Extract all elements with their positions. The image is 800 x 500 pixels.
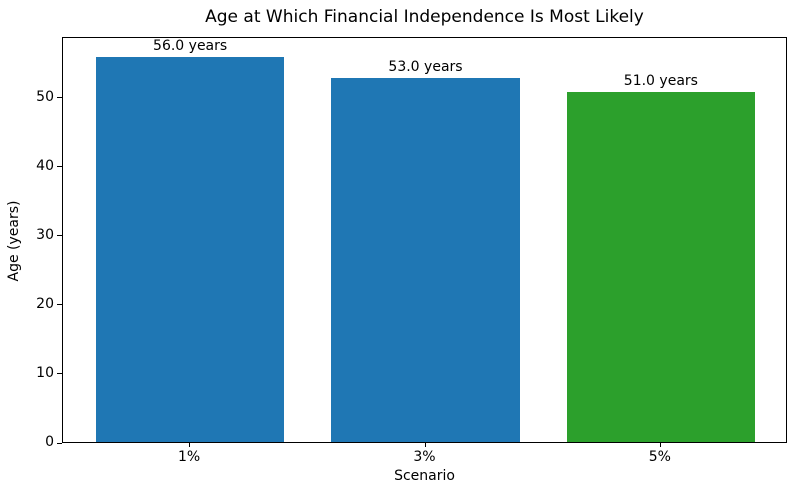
x-axis-label: Scenario [394,468,455,484]
x-tick-label: 5% [648,449,671,465]
x-tick-mark [424,443,426,447]
chart-title: Age at Which Financial Independence Is M… [205,7,644,27]
y-tick-label: 40 [36,157,54,174]
bar [95,57,285,442]
x-tick-mark [189,443,191,447]
bar [331,77,520,442]
y-tick-mark [57,166,62,168]
y-tick-label: 30 [36,226,54,243]
bar [566,91,756,442]
y-tick-label: 0 [45,434,54,450]
y-tick-label: 50 [36,88,54,105]
bar-value-label: 51.0 years [623,72,698,89]
bar-value-label: 53.0 years [388,58,463,75]
x-tick-label: 3% [413,449,436,465]
x-tick-label: 1% [178,449,201,465]
y-tick-mark [57,97,62,99]
x-tick-mark [659,443,661,447]
y-tick-label: 10 [36,364,54,381]
y-tick-mark [57,373,62,375]
plot-area: 56.0 years 53.0 years 51.0 years [62,37,787,443]
bar-value-label: 56.0 years [153,38,228,55]
y-tick-mark [57,235,62,237]
y-tick-label: 20 [36,295,54,312]
y-tick-mark [57,442,62,444]
y-tick-mark [57,304,62,306]
